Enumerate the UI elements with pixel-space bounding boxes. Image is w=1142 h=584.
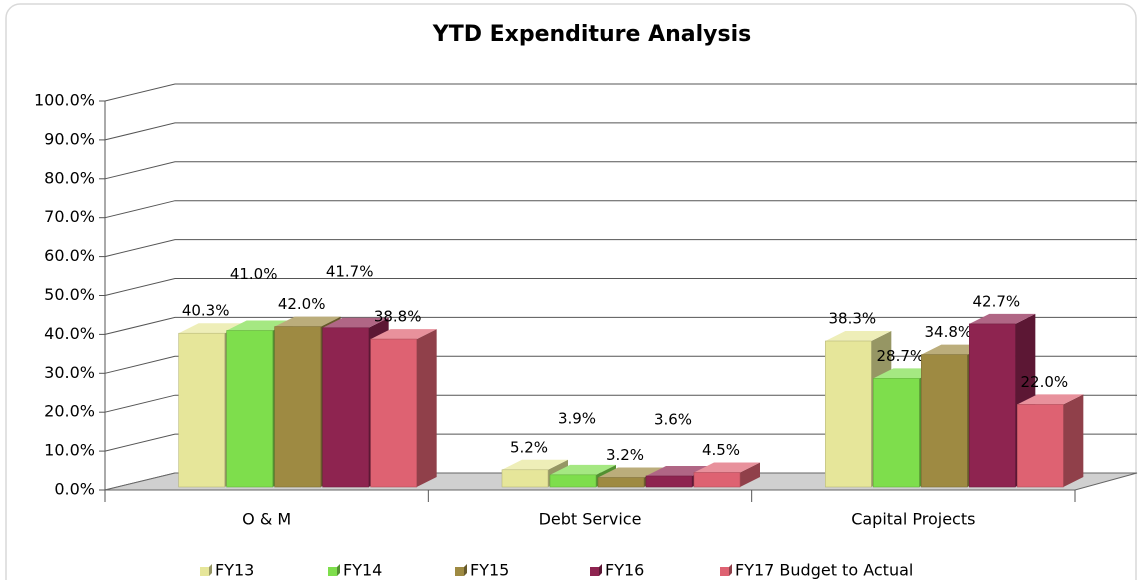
bar-side bbox=[1063, 394, 1084, 487]
bar bbox=[921, 354, 968, 488]
bar bbox=[693, 472, 741, 488]
y-tick-label: 10.0% bbox=[44, 441, 95, 460]
data-label: 42.0% bbox=[278, 295, 326, 313]
bar bbox=[370, 338, 417, 488]
bar bbox=[873, 378, 920, 488]
legend-label: FY13 bbox=[215, 561, 254, 580]
data-label: 4.5% bbox=[702, 441, 740, 459]
bar bbox=[226, 330, 273, 488]
grid-line bbox=[104, 122, 1137, 141]
bar-top bbox=[322, 317, 389, 328]
legend-swatch bbox=[720, 567, 729, 576]
grid-line bbox=[104, 355, 1137, 374]
x-tick-label: O & M bbox=[242, 510, 291, 529]
legend-swatch-side bbox=[464, 564, 467, 576]
data-label: 5.2% bbox=[510, 438, 548, 456]
bar-side bbox=[740, 462, 760, 487]
bar-top bbox=[502, 459, 568, 470]
bar-top bbox=[274, 316, 341, 327]
grid-line bbox=[104, 83, 1137, 102]
y-tick-label: 70.0% bbox=[44, 207, 95, 226]
bar-top bbox=[598, 467, 664, 478]
data-label: 28.7% bbox=[877, 347, 925, 365]
legend-label: FY17 Budget to Actual bbox=[735, 561, 913, 580]
y-tick-label: 30.0% bbox=[44, 363, 95, 382]
bar bbox=[597, 477, 645, 488]
legend-label: FY16 bbox=[605, 561, 644, 580]
grid-line bbox=[104, 239, 1137, 258]
bar bbox=[1017, 404, 1064, 488]
legend-swatch-side bbox=[337, 564, 340, 576]
legend-label: FY14 bbox=[343, 561, 382, 580]
legend-swatch bbox=[328, 567, 337, 576]
data-label: 22.0% bbox=[1021, 373, 1069, 391]
data-label: 42.7% bbox=[973, 292, 1021, 310]
legend-swatch bbox=[590, 567, 599, 576]
bar bbox=[178, 332, 225, 488]
y-tick-label: 50.0% bbox=[44, 285, 95, 304]
grid-line bbox=[104, 394, 1137, 413]
bar-side bbox=[416, 329, 437, 487]
bar bbox=[501, 469, 549, 488]
y-tick-label: 0.0% bbox=[54, 480, 95, 499]
grid-line bbox=[104, 316, 1137, 335]
legend-label: FY15 bbox=[470, 561, 509, 580]
bar-top bbox=[969, 313, 1036, 324]
bar-top bbox=[370, 329, 437, 340]
bar-top bbox=[825, 331, 892, 342]
data-label: 3.6% bbox=[654, 410, 692, 428]
bar bbox=[969, 323, 1016, 488]
legend-swatch-side bbox=[729, 564, 732, 576]
bar-top bbox=[550, 464, 616, 475]
y-tick-label: 40.0% bbox=[44, 324, 95, 343]
data-label: 3.2% bbox=[606, 446, 644, 464]
grid-line bbox=[104, 200, 1137, 219]
y-tick-label: 90.0% bbox=[44, 129, 95, 148]
data-label: 34.8% bbox=[925, 323, 973, 341]
grid-line bbox=[104, 161, 1137, 180]
y-tick-label: 80.0% bbox=[44, 168, 95, 187]
data-label: 41.0% bbox=[230, 265, 278, 283]
y-tick-label: 20.0% bbox=[44, 402, 95, 421]
data-label: 3.9% bbox=[558, 409, 596, 427]
legend-swatch-side bbox=[209, 564, 212, 576]
legend-swatch bbox=[200, 567, 209, 576]
grid-line bbox=[104, 278, 1137, 296]
y-tick-label: 100.0% bbox=[34, 91, 95, 110]
bar bbox=[274, 326, 321, 488]
x-tick-label: Debt Service bbox=[539, 510, 642, 529]
data-label: 38.8% bbox=[374, 308, 422, 326]
bar bbox=[549, 474, 597, 488]
legend-swatch bbox=[455, 567, 464, 576]
legend-swatch-side bbox=[599, 564, 602, 576]
bar bbox=[322, 327, 369, 488]
plot-area: 0.0% 10.0% 20.0% 30.0% 40.0% 50.0% 60.0% 70.0% 8… bbox=[34, 83, 1138, 580]
grid-line bbox=[104, 433, 1137, 452]
bar bbox=[645, 475, 693, 488]
chart-title: YTD Expenditure Analysis bbox=[432, 22, 751, 47]
data-label: 38.3% bbox=[829, 310, 877, 328]
bar-top bbox=[694, 462, 760, 473]
x-tick-label: Capital Projects bbox=[851, 510, 975, 529]
data-label: 41.7% bbox=[326, 262, 374, 280]
data-label: 40.3% bbox=[182, 302, 230, 320]
y-tick-label: 60.0% bbox=[44, 246, 95, 265]
bar bbox=[825, 340, 872, 488]
chart-border bbox=[5, 3, 1137, 584]
bar-top bbox=[1017, 394, 1084, 405]
